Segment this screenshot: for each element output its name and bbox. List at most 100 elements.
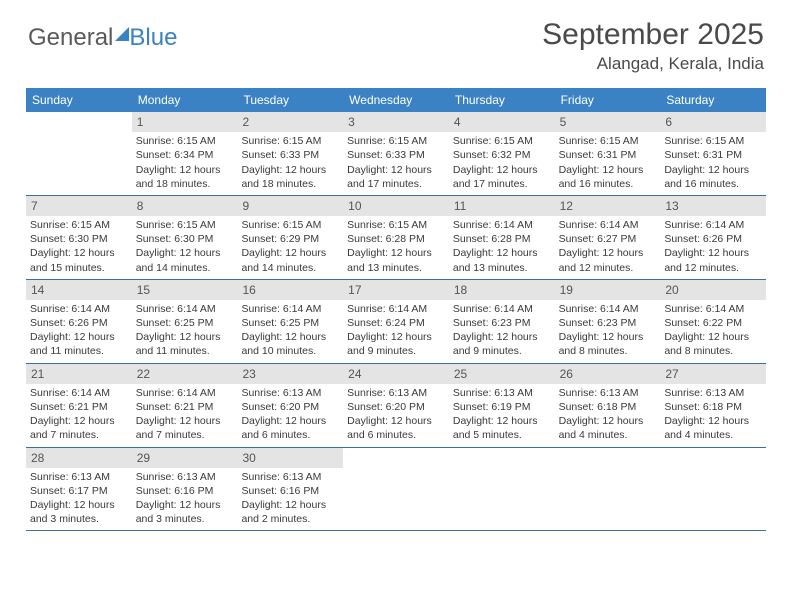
calendar-day-cell: 25Sunrise: 6:13 AMSunset: 6:19 PMDayligh… bbox=[449, 364, 555, 447]
sunrise-text: Sunrise: 6:13 AM bbox=[347, 386, 445, 400]
calendar-week-row: 1Sunrise: 6:15 AMSunset: 6:34 PMDaylight… bbox=[26, 112, 766, 196]
daylight-text: Daylight: 12 hours and 15 minutes. bbox=[30, 246, 128, 274]
calendar-day-cell: 18Sunrise: 6:14 AMSunset: 6:23 PMDayligh… bbox=[449, 280, 555, 363]
sunset-text: Sunset: 6:16 PM bbox=[241, 484, 339, 498]
sunrise-text: Sunrise: 6:13 AM bbox=[136, 470, 234, 484]
sunrise-text: Sunrise: 6:14 AM bbox=[241, 302, 339, 316]
daylight-text: Daylight: 12 hours and 12 minutes. bbox=[559, 246, 657, 274]
day-number: 13 bbox=[660, 196, 766, 216]
calendar-day-cell: 21Sunrise: 6:14 AMSunset: 6:21 PMDayligh… bbox=[26, 364, 132, 447]
weekday-header-row: Sunday Monday Tuesday Wednesday Thursday… bbox=[26, 88, 766, 112]
calendar-day-cell: 27Sunrise: 6:13 AMSunset: 6:18 PMDayligh… bbox=[660, 364, 766, 447]
calendar-day-cell: 2Sunrise: 6:15 AMSunset: 6:33 PMDaylight… bbox=[237, 112, 343, 195]
sunset-text: Sunset: 6:17 PM bbox=[30, 484, 128, 498]
calendar-week-row: 7Sunrise: 6:15 AMSunset: 6:30 PMDaylight… bbox=[26, 196, 766, 280]
sunset-text: Sunset: 6:25 PM bbox=[136, 316, 234, 330]
logo-text-blue: Blue bbox=[129, 24, 177, 52]
sunrise-text: Sunrise: 6:13 AM bbox=[241, 386, 339, 400]
day-number: 28 bbox=[26, 448, 132, 468]
calendar-week-row: 21Sunrise: 6:14 AMSunset: 6:21 PMDayligh… bbox=[26, 364, 766, 448]
daylight-text: Daylight: 12 hours and 12 minutes. bbox=[664, 246, 762, 274]
daylight-text: Daylight: 12 hours and 7 minutes. bbox=[30, 414, 128, 442]
daylight-text: Daylight: 12 hours and 10 minutes. bbox=[241, 330, 339, 358]
sunset-text: Sunset: 6:30 PM bbox=[136, 232, 234, 246]
sunrise-text: Sunrise: 6:14 AM bbox=[347, 302, 445, 316]
sunset-text: Sunset: 6:32 PM bbox=[453, 148, 551, 162]
calendar-week-row: 28 Sunrise: 6:13 AM Sunset: 6:17 PM Dayligh… bbox=[26, 448, 766, 532]
daylight-text: Daylight: 12 hours and 9 minutes. bbox=[453, 330, 551, 358]
daylight-text: Daylight: 12 hours and 18 minutes. bbox=[136, 163, 234, 191]
calendar-day-cell: 29Sunrise: 6:13 AMSunset: 6:16 PMDayligh… bbox=[132, 448, 238, 531]
calendar-day-cell: 28Sunrise: 6:13 AMSunset: 6:17 PMDayligh… bbox=[26, 448, 132, 531]
calendar-day-cell bbox=[660, 448, 766, 531]
day-number: 24 bbox=[343, 364, 449, 384]
daylight-text: Daylight: 12 hours and 17 minutes. bbox=[347, 163, 445, 191]
sunrise-text: Sunrise: 6:15 AM bbox=[347, 218, 445, 232]
day-number: 26 bbox=[555, 364, 661, 384]
sunset-text: Sunset: 6:30 PM bbox=[30, 232, 128, 246]
sunset-text: Sunset: 6:28 PM bbox=[347, 232, 445, 246]
daylight-text: Daylight: 12 hours and 9 minutes. bbox=[347, 330, 445, 358]
day-number: 10 bbox=[343, 196, 449, 216]
daylight-text: Daylight: 12 hours and 5 minutes. bbox=[453, 414, 551, 442]
sunset-text: Sunset: 6:20 PM bbox=[347, 400, 445, 414]
weekday-header: Tuesday bbox=[237, 88, 343, 112]
weekday-header: Wednesday bbox=[343, 88, 449, 112]
day-number: 15 bbox=[132, 280, 238, 300]
sunset-text: Sunset: 6:31 PM bbox=[664, 148, 762, 162]
sunrise-text: Sunrise: 6:14 AM bbox=[664, 302, 762, 316]
calendar-day-cell: 17Sunrise: 6:14 AMSunset: 6:24 PMDayligh… bbox=[343, 280, 449, 363]
page-header: General Blue September 2025 Alangad, Ker… bbox=[0, 0, 792, 78]
calendar-day-cell: 8Sunrise: 6:15 AMSunset: 6:30 PMDaylight… bbox=[132, 196, 238, 279]
day-number: 16 bbox=[237, 280, 343, 300]
sunset-text: Sunset: 6:23 PM bbox=[453, 316, 551, 330]
sunrise-text: Sunrise: 6:14 AM bbox=[559, 302, 657, 316]
sunset-text: Sunset: 6:18 PM bbox=[559, 400, 657, 414]
calendar-day-cell: 5Sunrise: 6:15 AMSunset: 6:31 PMDaylight… bbox=[555, 112, 661, 195]
sunrise-text: Sunrise: 6:14 AM bbox=[559, 218, 657, 232]
sunrise-text: Sunrise: 6:14 AM bbox=[136, 386, 234, 400]
day-number: 14 bbox=[26, 280, 132, 300]
sunset-text: Sunset: 6:33 PM bbox=[347, 148, 445, 162]
calendar-day-cell: 23Sunrise: 6:13 AMSunset: 6:20 PMDayligh… bbox=[237, 364, 343, 447]
daylight-text: Daylight: 12 hours and 11 minutes. bbox=[136, 330, 234, 358]
day-number: 17 bbox=[343, 280, 449, 300]
day-number: 27 bbox=[660, 364, 766, 384]
day-number bbox=[555, 448, 661, 468]
sunrise-text: Sunrise: 6:14 AM bbox=[30, 302, 128, 316]
weekday-header: Friday bbox=[555, 88, 661, 112]
sunrise-text: Sunrise: 6:15 AM bbox=[136, 218, 234, 232]
daylight-text: Daylight: 12 hours and 3 minutes. bbox=[136, 498, 234, 526]
day-number: 12 bbox=[555, 196, 661, 216]
sunset-text: Sunset: 6:21 PM bbox=[30, 400, 128, 414]
day-number bbox=[26, 112, 132, 132]
calendar-day-cell: 9Sunrise: 6:15 AMSunset: 6:29 PMDaylight… bbox=[237, 196, 343, 279]
daylight-text: Daylight: 12 hours and 6 minutes. bbox=[241, 414, 339, 442]
calendar-day-cell: 19Sunrise: 6:14 AMSunset: 6:23 PMDayligh… bbox=[555, 280, 661, 363]
calendar-day-cell: 4Sunrise: 6:15 AMSunset: 6:32 PMDaylight… bbox=[449, 112, 555, 195]
logo-text-general: General bbox=[28, 24, 113, 52]
calendar-day-cell: 3Sunrise: 6:15 AMSunset: 6:33 PMDaylight… bbox=[343, 112, 449, 195]
calendar-day-cell bbox=[555, 448, 661, 531]
day-number: 25 bbox=[449, 364, 555, 384]
day-number: 23 bbox=[237, 364, 343, 384]
sunset-text: Sunset: 6:25 PM bbox=[241, 316, 339, 330]
sunrise-text: Sunrise: 6:15 AM bbox=[136, 134, 234, 148]
sunrise-text: Sunrise: 6:14 AM bbox=[664, 218, 762, 232]
calendar-day-cell: 30Sunrise: 6:13 AMSunset: 6:16 PMDayligh… bbox=[237, 448, 343, 531]
month-title: September 2025 bbox=[542, 18, 764, 52]
sunset-text: Sunset: 6:26 PM bbox=[664, 232, 762, 246]
logo-triangle-icon bbox=[115, 27, 129, 41]
daylight-text: Daylight: 12 hours and 2 minutes. bbox=[241, 498, 339, 526]
weekday-header: Monday bbox=[132, 88, 238, 112]
daylight-text: Daylight: 12 hours and 4 minutes. bbox=[559, 414, 657, 442]
weekday-header: Saturday bbox=[660, 88, 766, 112]
calendar-day-cell bbox=[449, 448, 555, 531]
sunset-text: Sunset: 6:16 PM bbox=[136, 484, 234, 498]
sunset-text: Sunset: 6:22 PM bbox=[664, 316, 762, 330]
sunset-text: Sunset: 6:29 PM bbox=[241, 232, 339, 246]
daylight-text: Daylight: 12 hours and 16 minutes. bbox=[559, 163, 657, 191]
daylight-text: Daylight: 12 hours and 8 minutes. bbox=[664, 330, 762, 358]
sunrise-text: Sunrise: 6:15 AM bbox=[30, 218, 128, 232]
daylight-text: Daylight: 12 hours and 8 minutes. bbox=[559, 330, 657, 358]
